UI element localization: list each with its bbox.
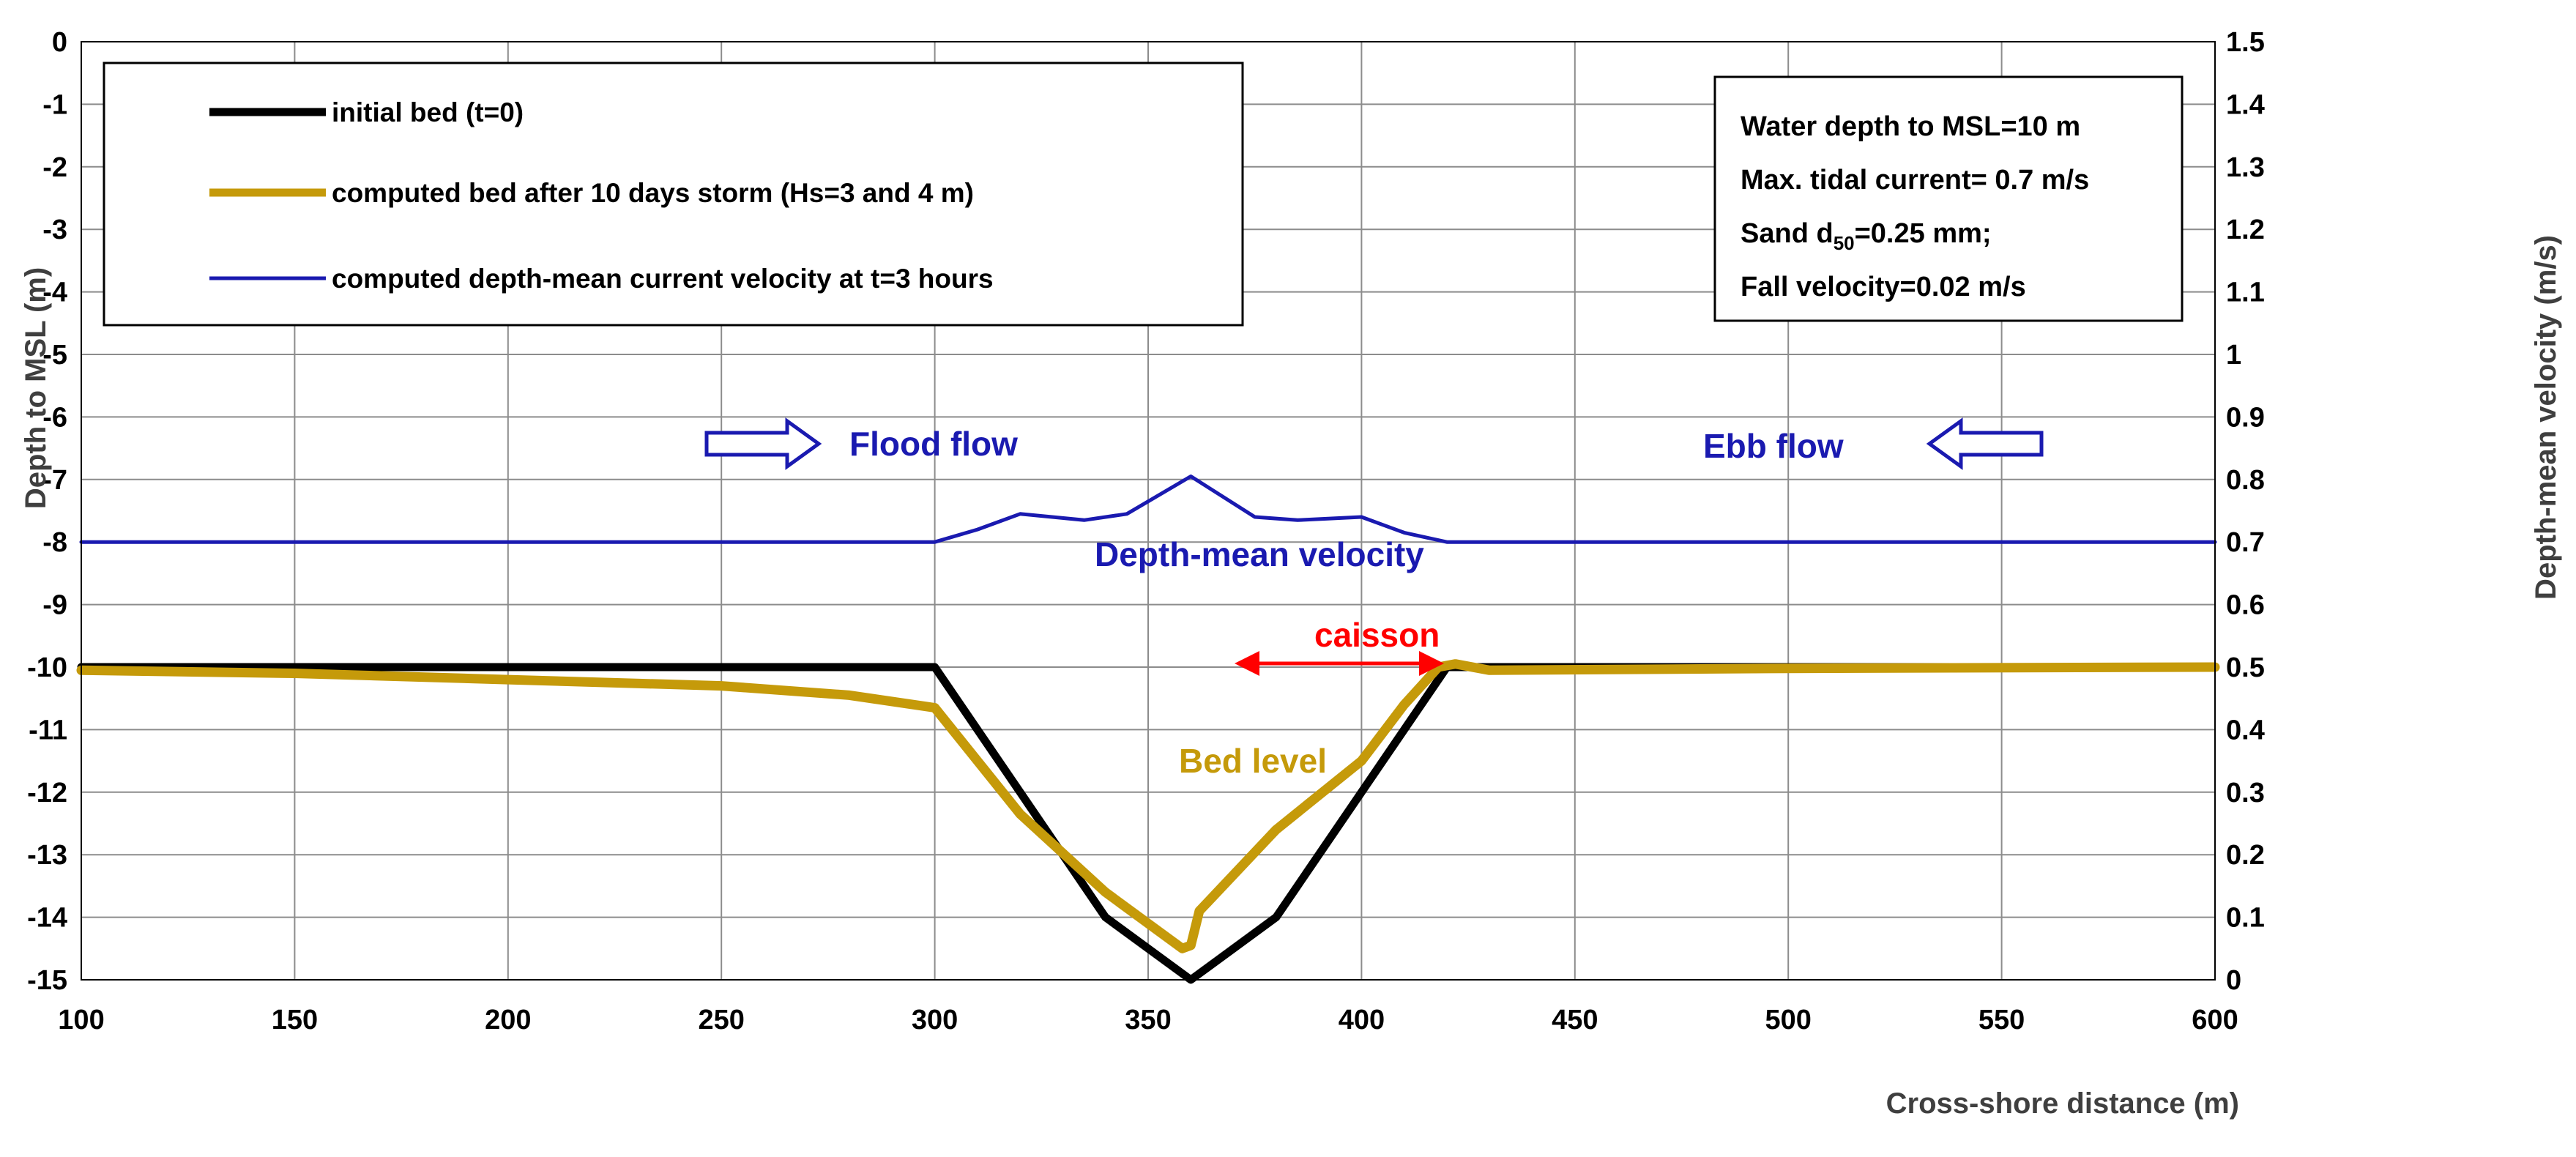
y2-tick-label: 1.5: [2226, 27, 2265, 58]
flood-flow-arrow: [704, 417, 822, 470]
tick-labels: 100 150 200 250 300 350 400 450 500 550 600 0 -1 -2 -3…: [27, 27, 2265, 1035]
y-tick-label: -13: [27, 840, 67, 871]
y-tick-label: -14: [27, 903, 67, 934]
x-tick-label: 200: [485, 1005, 531, 1035]
x-tick-label: 600: [2192, 1005, 2238, 1035]
depth-mean-velocity-label: Depth-mean velocity: [1095, 535, 1424, 573]
x-tick-label: 250: [698, 1005, 744, 1035]
legend-label-computed-bed: computed bed after 10 days storm (Hs=3 a…: [332, 178, 974, 208]
y-tick-label: -9: [42, 590, 67, 621]
y2-tick-label: 0.7: [2226, 527, 2265, 558]
y-tick-label: -5: [42, 340, 67, 371]
y-axis-title: Depth to MSL (m): [20, 267, 52, 509]
y2-tick-label: 0.2: [2226, 840, 2265, 871]
y-tick-label: -7: [42, 465, 67, 496]
caisson-label: caisson: [1314, 616, 1440, 654]
y2-tick-label: 0.4: [2226, 715, 2265, 745]
y2-tick-label: 0.3: [2226, 778, 2265, 808]
legend-label-initial-bed: initial bed (t=0): [332, 97, 524, 127]
y-tick-label: -2: [42, 152, 67, 183]
y-tick-label: -1: [42, 89, 67, 120]
info-box-frame: [1713, 75, 2184, 322]
x-tick-label: 500: [1765, 1005, 1811, 1035]
y2-tick-label: 0.8: [2226, 465, 2265, 496]
y-tick-label: -6: [42, 402, 67, 433]
y2-tick-label: 1: [2226, 340, 2241, 371]
y2-tick-label: 1.3: [2226, 152, 2265, 183]
x-tick-label: 100: [58, 1005, 104, 1035]
y2-tick-label: 1.1: [2226, 278, 2265, 308]
info-tidal-current: Max. tidal current= 0.7 m/s: [1741, 165, 2089, 196]
y-tick-label: -8: [42, 527, 67, 558]
y2-axis-title: Depth-mean velocity (m/s): [2530, 235, 2562, 600]
ebb-flow-label: Ebb flow: [1703, 427, 1844, 465]
y2-tick-label: 0.9: [2226, 402, 2265, 433]
x-tick-label: 550: [1978, 1005, 2025, 1035]
x-tick-label: 300: [912, 1005, 958, 1035]
y-tick-label: 0: [52, 27, 67, 58]
y-tick-label: -11: [29, 715, 67, 745]
y2-tick-label: 1.2: [2226, 215, 2265, 245]
x-tick-label: 150: [272, 1005, 318, 1035]
y2-tick-label: 0: [2226, 965, 2241, 996]
legend-label-velocity: computed depth-mean current velocity at …: [332, 264, 994, 294]
y-tick-label: -10: [27, 652, 67, 683]
y-tick-label: -15: [27, 965, 67, 996]
x-tick-label: 350: [1125, 1005, 1171, 1035]
y2-tick-label: 1.4: [2226, 89, 2265, 120]
legend: initial bed (t=0) computed bed after 10 …: [103, 62, 1244, 327]
info-water-depth: Water depth to MSL=10 m: [1741, 111, 2080, 142]
flood-flow-label: Flood flow: [849, 425, 1018, 463]
x-tick-label: 450: [1552, 1005, 1598, 1035]
series-depth-mean-velocity: [79, 475, 2217, 544]
y2-tick-label: 0.6: [2226, 590, 2265, 621]
y-tick-label: -12: [27, 778, 67, 808]
y2-tick-label: 0.1: [2226, 903, 2265, 934]
info-fall-velocity: Fall velocity=0.02 m/s: [1741, 272, 2026, 302]
x-axis-title: Cross-shore distance (m): [1886, 1087, 2239, 1120]
info-sand-size: Sand d50=0.25 mm;: [1741, 218, 1992, 254]
series-computed-bed: [76, 659, 2220, 953]
bed-level-label: Bed level: [1179, 742, 1327, 780]
info-box: Water depth to MSL=10 m Max. tidal curre…: [1713, 75, 2184, 322]
x-tick-label: 400: [1339, 1005, 1385, 1035]
y-tick-label: -3: [42, 215, 67, 245]
caisson-arrow: [1235, 651, 1444, 676]
y-tick-label: -4: [42, 278, 67, 308]
plot-frame: [81, 41, 2216, 981]
y2-tick-label: 0.5: [2226, 652, 2265, 683]
ebb-flow-arrow: [1926, 417, 2044, 470]
